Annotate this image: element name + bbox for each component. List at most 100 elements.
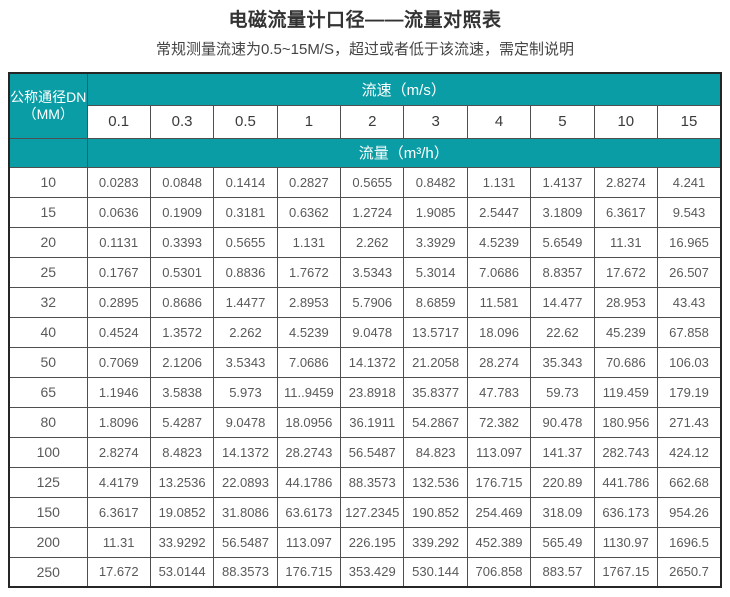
table-row: 25 0.1767 0.5301 0.8836 1.7672 3.5343 5.3014 7.… [8,256,722,288]
flow-value-cell: 19.0852 [149,496,215,528]
flow-value-cell: 1.131 [276,226,342,258]
flow-value-cell: 9.543 [657,196,722,228]
flow-value-cell: 54.2867 [403,406,468,438]
dn-value-cell: 10 [8,166,88,198]
flow-value-cell: 3.5343 [340,256,405,288]
dn-value-cell: 20 [8,226,88,258]
flow-value-cell: 28.2743 [276,436,342,468]
flow-value-cell: 36.1911 [340,406,405,438]
flow-value-cell: 17.672 [593,256,659,288]
flow-table-page: 电磁流量计口径——流量对照表 常规测量流速为0.5~15M/S，超过或者低于该流… [0,9,730,588]
flow-value-cell: 28.274 [466,346,532,378]
table-row: 100 2.8274 8.4823 14.1372 28.2743 56.5487 84.8… [8,436,722,468]
flow-value-cell: 254.469 [466,496,532,528]
velocity-values-row: 0.1 0.3 0.5 1 2 3 4 5 10 15 [9,104,722,139]
flow-value-cell: 0.1414 [213,166,278,198]
flow-value-cell: 2.8953 [276,286,342,318]
flow-value-cell: 636.173 [593,496,659,528]
flow-row-corner-cell [8,137,88,168]
flow-value-cell: 0.6362 [276,196,342,228]
flow-value-cell: 70.686 [593,346,659,378]
table-row: 50 0.7069 2.1206 3.5343 7.0686 14.1372 21.2058… [8,346,722,378]
flow-value-cell: 1.1946 [86,376,151,408]
flow-value-cell: 16.965 [657,226,722,258]
flow-value-cell: 176.715 [276,556,342,588]
flow-value-cell: 44.1786 [276,466,342,498]
flow-value-cell: 11.31 [593,226,659,258]
flow-value-cell: 5.6549 [530,226,595,258]
flow-value-cell: 3.1809 [530,196,595,228]
flow-value-cell: 47.783 [466,376,532,408]
flow-value-cell: 1.7672 [276,256,342,288]
table-row: 200 11.31 33.9292 56.5487 113.097 226.195 339.… [8,526,722,558]
flow-value-cell: 72.382 [466,406,532,438]
flow-value-cell: 271.43 [657,406,722,438]
flow-value-cell: 6.3617 [593,196,659,228]
flow-value-cell: 11.31 [86,526,151,558]
corner-header-line1: 公称通径DN [10,88,87,105]
flow-value-cell: 1696.5 [657,526,722,558]
flow-value-cell: 0.5301 [149,256,215,288]
flow-value-cell: 0.8482 [403,166,468,198]
flow-value-cell: 3.3929 [403,226,468,258]
flow-value-cell: 0.4524 [86,316,151,348]
flow-value-cell: 2.262 [213,316,278,348]
flow-value-cell: 424.12 [657,436,722,468]
flow-value-cell: 0.5655 [213,226,278,258]
flow-value-cell: 318.09 [530,496,595,528]
flow-value-cell: 56.5487 [340,436,405,468]
flow-value-cell: 1.8096 [86,406,151,438]
table-row: 150 6.3617 19.0852 31.8086 63.6173 127.2345 19… [8,496,722,528]
flow-value-cell: 56.5487 [213,526,278,558]
dn-value-cell: 65 [8,376,88,408]
flow-value-cell: 5.973 [213,376,278,408]
flow-value-cell: 84.823 [403,436,468,468]
flow-value-cell: 53.0144 [149,556,215,588]
flow-value-cell: 14.477 [530,286,595,318]
dn-value-cell: 100 [8,436,88,468]
velocity-value-cell: 4 [466,104,532,139]
flow-value-cell: 180.956 [593,406,659,438]
flow-value-cell: 0.3393 [149,226,215,258]
flow-value-cell: 0.8836 [213,256,278,288]
page-title: 电磁流量计口径——流量对照表 [228,10,502,31]
flow-value-cell: 2650.7 [657,556,722,588]
flow-value-cell: 13.2536 [149,466,215,498]
flow-value-cell: 0.1767 [86,256,151,288]
flow-value-cell: 11.581 [466,286,532,318]
flow-value-cell: 21.2058 [403,346,468,378]
flow-value-cell: 8.4823 [149,436,215,468]
flow-value-cell: 954.26 [657,496,722,528]
flow-value-cell: 176.715 [466,466,532,498]
dn-value-cell: 250 [8,556,88,588]
table-row: 15 0.0636 0.1909 0.3181 0.6362 1.2724 1.9085 2.… [8,196,722,228]
flow-value-cell: 2.262 [340,226,405,258]
flow-value-cell: 67.858 [657,316,722,348]
table-row: 20 0.1131 0.3393 0.5655 1.131 2.262 3.3929 4.52… [8,226,722,258]
flow-value-cell: 22.62 [530,316,595,348]
table-row: 125 4.4179 13.2536 22.0893 44.1786 88.3573 132… [8,466,722,498]
flow-value-cell: 1.9085 [403,196,468,228]
flow-value-cell: 2.8274 [593,166,659,198]
dn-value-cell: 150 [8,496,88,528]
flow-value-cell: 4.5239 [276,316,342,348]
velocity-group-header: 流速（m/s） [86,72,722,106]
flow-value-cell: 0.5655 [340,166,405,198]
flow-group-header: 流量（m³/h） [86,137,722,168]
flow-value-cell: 0.7069 [86,346,151,378]
flow-value-cell: 3.5838 [149,376,215,408]
flow-value-cell: 282.743 [593,436,659,468]
flow-value-cell: 226.195 [340,526,405,558]
flow-value-cell: 45.239 [593,316,659,348]
flow-value-cell: 1.4137 [530,166,595,198]
flow-value-cell: 1767.15 [593,556,659,588]
flow-value-cell: 35.8377 [403,376,468,408]
flow-value-cell: 18.096 [466,316,532,348]
flow-value-cell: 7.0686 [276,346,342,378]
flow-value-cell: 31.8086 [213,496,278,528]
flow-value-cell: 2.8274 [86,436,151,468]
flow-value-cell: 9.0478 [213,406,278,438]
flow-value-cell: 23.8918 [340,376,405,408]
table-row: 250 17.672 53.0144 88.3573 176.715 353.429 530… [8,556,722,588]
flow-value-cell: 353.429 [340,556,405,588]
